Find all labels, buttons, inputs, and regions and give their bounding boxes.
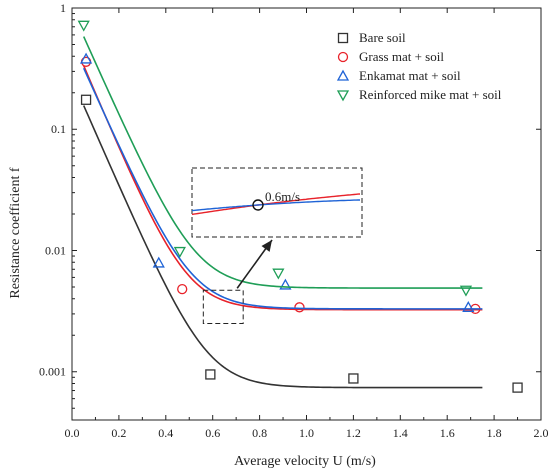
x-tick-label: 0.6: [205, 426, 220, 440]
x-tick-label: 0.8: [252, 426, 267, 440]
x-tick-label: 2.0: [534, 426, 549, 440]
y-tick-label: 0.1: [51, 122, 66, 136]
data-point-grass-mat-soil: [177, 283, 188, 295]
x-tick-label: 1.0: [299, 426, 314, 440]
data-point-grass-mat-soil: [294, 302, 305, 313]
legend-marker: [336, 90, 350, 102]
data-point-reinforced-mike-mat-soil: [173, 246, 186, 258]
y-tick-label: 0.01: [45, 243, 66, 257]
inset-curve-grass: [191, 193, 361, 216]
axis-ticks: 0.0 0.2 0.4 0.6 0.8 1.0 1.2 1.4 1.6 1.8 2.0 1 0.1 0.0…: [39, 1, 549, 440]
x-tick-label: 1.8: [487, 426, 502, 440]
legend-marker: [337, 32, 349, 44]
data-point-enkamat-mat-soil: [462, 300, 475, 312]
legend: Bare soil Grass mat + soil Enkamat mat + s…: [336, 30, 502, 102]
legend-marker: [337, 51, 349, 63]
x-tick-label: 0.4: [158, 426, 173, 440]
legend-marker: [336, 69, 350, 81]
data-point-bare-soil: [348, 373, 359, 384]
data-point-enkamat-mat-soil: [152, 256, 165, 268]
x-tick-label: 0.2: [111, 426, 126, 440]
data-point-enkamat-mat-soil: [79, 52, 93, 64]
data-point-reinforced-mike-mat-soil: [272, 268, 285, 280]
zoom-inset: 0.6m/s: [191, 167, 363, 324]
x-axis-label: Average velocity U (m/s): [234, 454, 376, 469]
data-point-reinforced-mike-mat-soil: [459, 285, 473, 297]
fit-line-enkamat-mat-soil: [82, 67, 483, 310]
x-tick-label: 0.0: [65, 426, 80, 440]
fit-line-bare-soil: [82, 105, 483, 389]
inset-curve-enkamat: [191, 199, 360, 212]
legend-label: Enkamat mat + soil: [359, 68, 461, 83]
zoom-source-box: [202, 289, 244, 324]
y-tick-label: 0.001: [39, 365, 66, 379]
crossing-label: 0.6m/s: [265, 189, 300, 204]
plot-layer: [77, 20, 523, 393]
data-point-bare-soil: [512, 382, 523, 393]
data-point-bare-soil: [205, 369, 216, 380]
legend-label: Bare soil: [359, 30, 406, 45]
crossing-circle: [252, 199, 264, 211]
legend-label: Reinforced mike mat + soil: [359, 87, 502, 102]
data-point-enkamat-mat-soil: [279, 278, 292, 290]
data-point-bare-soil: [80, 94, 92, 105]
zoom-arrow-head: [261, 240, 272, 252]
x-tick-label: 1.4: [393, 426, 408, 440]
fit-line-reinforced-mike-mat-soil: [82, 36, 483, 289]
y-axis-label: Resistance coefficient f: [8, 167, 23, 298]
y-tick-label: 1: [60, 1, 66, 15]
legend-label: Grass mat + soil: [359, 49, 444, 64]
x-tick-label: 1.2: [346, 426, 361, 440]
x-tick-label: 1.6: [440, 426, 455, 440]
data-point-reinforced-mike-mat-soil: [77, 20, 90, 32]
